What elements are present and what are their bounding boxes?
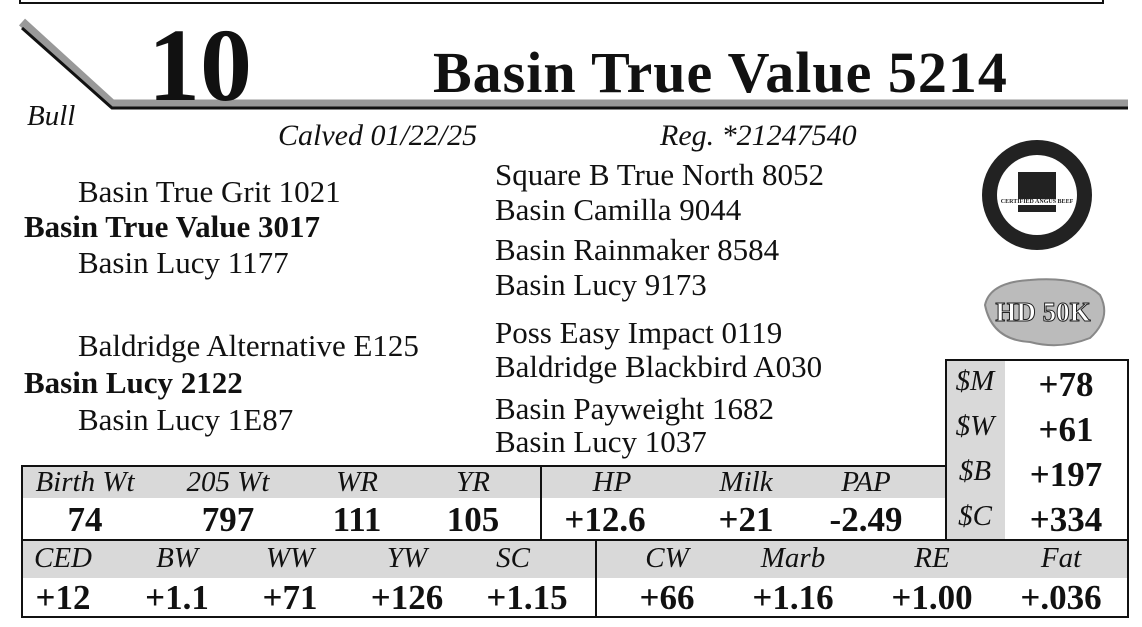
animal-name: Basin True Value 5214 bbox=[433, 40, 1008, 105]
cab-shield bbox=[1018, 172, 1056, 212]
epd-value: +.036 bbox=[1020, 578, 1102, 617]
perf-header: WR bbox=[336, 466, 378, 498]
perf-value: +12.6 bbox=[564, 500, 646, 539]
perf-value: 74 bbox=[67, 500, 103, 539]
cab-text: CERTIFIED ANGUS BEEF bbox=[1000, 199, 1074, 205]
index-value: +334 bbox=[1029, 500, 1103, 539]
epd-header: Fat bbox=[1040, 542, 1082, 574]
perf-header: PAP bbox=[841, 466, 891, 498]
epd-value: +1.15 bbox=[486, 578, 568, 617]
pedigree-name: Basin Payweight 1682 bbox=[495, 391, 774, 426]
perf-value: -2.49 bbox=[829, 500, 903, 539]
pedigree-name: Basin Camilla 9044 bbox=[495, 192, 742, 227]
perf-value: 105 bbox=[446, 500, 500, 539]
epd-header: Marb bbox=[760, 542, 826, 574]
perf-value: 797 bbox=[201, 500, 255, 539]
index-value: +78 bbox=[1038, 365, 1094, 404]
epd-value: +1.16 bbox=[752, 578, 834, 617]
epd-header: BW bbox=[156, 542, 198, 574]
pedigree-name: Poss Easy Impact 0119 bbox=[495, 315, 783, 350]
epd-header: RE bbox=[914, 542, 950, 574]
epd-value: +12 bbox=[35, 578, 91, 617]
prev-box bbox=[19, 0, 1104, 4]
pedigree-name: Square B True North 8052 bbox=[495, 157, 824, 192]
header-rule-shadow bbox=[18, 18, 1128, 109]
index-label: $B bbox=[958, 455, 992, 487]
index-label: $C bbox=[958, 500, 992, 532]
pedigree-name: Basin True Grit 1021 bbox=[78, 174, 341, 209]
hd50k-badge bbox=[983, 278, 1106, 347]
index-label: $W bbox=[955, 410, 995, 442]
header-rule bbox=[21, 26, 1128, 110]
sex: Bull bbox=[27, 100, 76, 132]
epd-header: CED bbox=[34, 542, 92, 574]
epd-box bbox=[21, 539, 1129, 618]
epd-header-bg bbox=[22, 540, 1128, 578]
hd50k-text: HD 50K bbox=[995, 297, 1091, 327]
pedigree-name: Basin Rainmaker 8584 bbox=[495, 232, 780, 267]
perf-value: +21 bbox=[718, 500, 774, 539]
pedigree-name: Basin Lucy 9173 bbox=[495, 267, 707, 302]
epd-value: +126 bbox=[370, 578, 444, 617]
epd-value: +71 bbox=[262, 578, 318, 617]
perf-value: 111 bbox=[332, 500, 382, 539]
index-label: $M bbox=[955, 365, 995, 397]
epd-value: +66 bbox=[639, 578, 695, 617]
pedigree-name: Baldridge Alternative E125 bbox=[78, 328, 419, 363]
perf-header: HP bbox=[592, 466, 632, 498]
epd-header: SC bbox=[496, 542, 530, 574]
pedigree-name: Basin Lucy 1037 bbox=[495, 424, 707, 459]
epd-header: YW bbox=[386, 542, 428, 574]
lot-number: 10 bbox=[148, 8, 252, 123]
index-value: +197 bbox=[1029, 455, 1103, 494]
epd-value: +1.00 bbox=[891, 578, 973, 617]
registration: Reg. *21247540 bbox=[660, 119, 857, 152]
pedigree-name: Basin Lucy 1E87 bbox=[78, 402, 294, 437]
sire: Basin True Value 3017 bbox=[24, 209, 321, 244]
epd-value: +1.1 bbox=[145, 578, 209, 617]
calved: Calved 01/22/25 bbox=[278, 119, 478, 152]
perf-header: Birth Wt bbox=[35, 466, 135, 498]
index-value: +61 bbox=[1038, 410, 1094, 449]
index-label-bg bbox=[946, 360, 1005, 540]
epd-header: CW bbox=[645, 542, 689, 574]
pedigree-name: Basin Lucy 1177 bbox=[78, 245, 289, 280]
perf-header: YR bbox=[456, 466, 490, 498]
perf-header: Milk bbox=[719, 466, 773, 498]
dam: Basin Lucy 2122 bbox=[24, 365, 243, 400]
perf-header: 205 Wt bbox=[186, 466, 270, 498]
perf-header-bg bbox=[22, 466, 946, 498]
epd-header: WW bbox=[265, 542, 315, 574]
pedigree-name: Baldridge Blackbird A030 bbox=[495, 349, 823, 384]
